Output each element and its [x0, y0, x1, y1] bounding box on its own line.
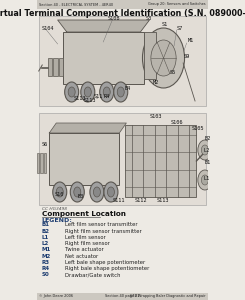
Text: M2: M2 [42, 254, 51, 259]
Text: S113: S113 [74, 95, 86, 101]
Text: R3: R3 [42, 260, 50, 265]
Circle shape [84, 87, 91, 97]
Circle shape [114, 82, 128, 102]
Text: B1: B1 [42, 223, 49, 227]
Circle shape [100, 82, 114, 102]
Circle shape [117, 87, 124, 97]
Polygon shape [49, 123, 126, 133]
Text: S104: S104 [42, 26, 54, 31]
Text: Group 20: Sensors and Switches: Group 20: Sensors and Switches [148, 2, 206, 7]
Text: L1: L1 [42, 235, 49, 240]
Text: S111: S111 [113, 197, 126, 202]
Text: Drawbar/Gate switch: Drawbar/Gate switch [65, 272, 120, 277]
Text: 678 Wrapping Baler Diagnostic and Repair: 678 Wrapping Baler Diagnostic and Repair [130, 295, 206, 298]
Text: M1: M1 [187, 38, 194, 43]
Text: CC HG3498: CC HG3498 [42, 207, 67, 211]
Text: Section 40 - ELECTRICAL SYSTEM - 4ER40: Section 40 - ELECTRICAL SYSTEM - 4ER40 [39, 2, 113, 7]
Text: B2: B2 [42, 229, 49, 234]
Bar [39, 16, 206, 106]
Text: Right film sensor: Right film sensor [65, 241, 110, 246]
Bar [125, 125, 196, 197]
Circle shape [107, 187, 114, 197]
Bar [53, 58, 58, 76]
Text: S11: S11 [94, 94, 103, 100]
Bar [37, 153, 39, 173]
Text: S112: S112 [134, 197, 147, 202]
Text: B1: B1 [205, 160, 211, 166]
Text: S7: S7 [177, 26, 183, 31]
Circle shape [201, 145, 208, 155]
Circle shape [143, 28, 184, 88]
Text: S3: S3 [145, 16, 152, 22]
Bar [44, 153, 47, 173]
Text: B2: B2 [205, 136, 211, 142]
Text: Section 40 page 21: Section 40 page 21 [105, 295, 139, 298]
Bar [40, 153, 43, 173]
Text: Left film sensor: Left film sensor [65, 235, 105, 240]
Text: Right bale shape potentiometer: Right bale shape potentiometer [65, 266, 149, 271]
Text: S10: S10 [54, 193, 63, 197]
Polygon shape [58, 20, 149, 32]
Text: Virtual Terminal Component Identification (S.N. 089000—): Virtual Terminal Component Identificatio… [0, 10, 245, 19]
Text: S103: S103 [149, 115, 162, 119]
Text: L1: L1 [203, 176, 210, 181]
Text: LEGEND:: LEGEND: [42, 218, 73, 223]
Circle shape [65, 82, 79, 102]
Text: Component Location: Component Location [42, 211, 125, 217]
Text: B4: B4 [125, 85, 131, 91]
Text: S108: S108 [108, 16, 120, 22]
Circle shape [93, 187, 100, 197]
Text: B3: B3 [78, 194, 84, 200]
Circle shape [198, 170, 212, 190]
Circle shape [74, 187, 81, 197]
Text: M1: M1 [42, 247, 51, 252]
Bar [48, 58, 52, 76]
Bar [37, 293, 208, 300]
Bar [37, 0, 208, 9]
Text: S113: S113 [157, 197, 169, 202]
Circle shape [104, 182, 118, 202]
Bar [49, 133, 119, 185]
Circle shape [81, 82, 95, 102]
Circle shape [201, 175, 208, 185]
Text: S113′: S113′ [84, 98, 99, 104]
Text: Left film sensor transmitter: Left film sensor transmitter [65, 223, 137, 227]
Text: S9: S9 [184, 53, 190, 58]
Text: Net actuator: Net actuator [65, 254, 98, 259]
Bar [63, 32, 144, 84]
Text: R4: R4 [42, 266, 50, 271]
Text: S5: S5 [170, 70, 176, 74]
Circle shape [103, 87, 110, 97]
Text: R4: R4 [104, 94, 110, 98]
Text: M2: M2 [152, 80, 159, 86]
Text: L2: L2 [203, 148, 210, 154]
Circle shape [53, 182, 67, 202]
Circle shape [198, 140, 212, 160]
Circle shape [68, 87, 75, 97]
Text: S6: S6 [42, 142, 48, 148]
Circle shape [151, 40, 176, 76]
Bar [144, 32, 157, 79]
Text: S0: S0 [42, 272, 49, 277]
Circle shape [56, 187, 63, 197]
Text: S106: S106 [171, 119, 183, 124]
Text: S1: S1 [161, 22, 168, 26]
Text: Twine actuator: Twine actuator [65, 247, 103, 252]
Text: Left bale shape potentiometer: Left bale shape potentiometer [65, 260, 145, 265]
Circle shape [70, 182, 84, 202]
Text: L2: L2 [42, 241, 49, 246]
Text: Right film sensor transmitter: Right film sensor transmitter [65, 229, 141, 234]
Bar [39, 113, 206, 205]
Text: S105: S105 [192, 127, 204, 131]
Bar [59, 58, 63, 76]
Text: © John Deere 2006: © John Deere 2006 [39, 295, 74, 298]
Circle shape [90, 182, 104, 202]
